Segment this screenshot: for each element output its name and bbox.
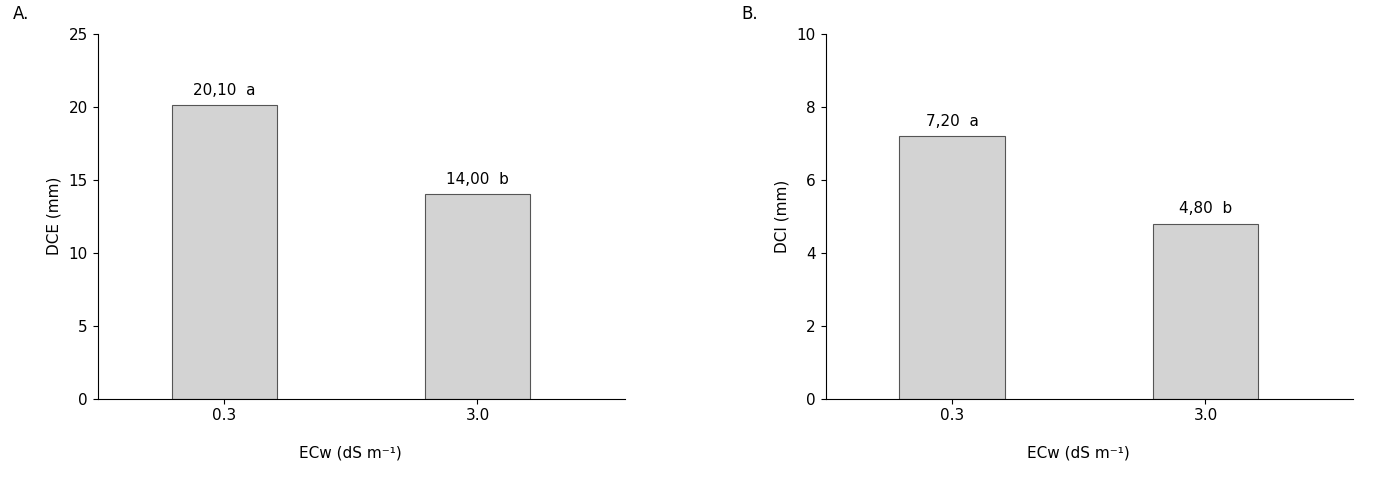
- Text: 7,20  a: 7,20 a: [926, 114, 979, 129]
- Bar: [900, 136, 1004, 399]
- Bar: [1152, 224, 1258, 399]
- Bar: [172, 105, 278, 399]
- Text: ECw (dS m⁻¹): ECw (dS m⁻¹): [1028, 446, 1130, 461]
- Y-axis label: DCE (mm): DCE (mm): [47, 177, 61, 256]
- Text: 4,80  b: 4,80 b: [1179, 201, 1232, 216]
- Text: B.: B.: [741, 5, 757, 23]
- Text: A.: A.: [13, 5, 29, 23]
- Text: 14,00  b: 14,00 b: [446, 172, 509, 187]
- Y-axis label: DCI (mm): DCI (mm): [774, 180, 790, 253]
- Text: 20,10  a: 20,10 a: [193, 83, 255, 98]
- Text: ECw (dS m⁻¹): ECw (dS m⁻¹): [300, 446, 402, 461]
- Bar: [424, 194, 530, 399]
